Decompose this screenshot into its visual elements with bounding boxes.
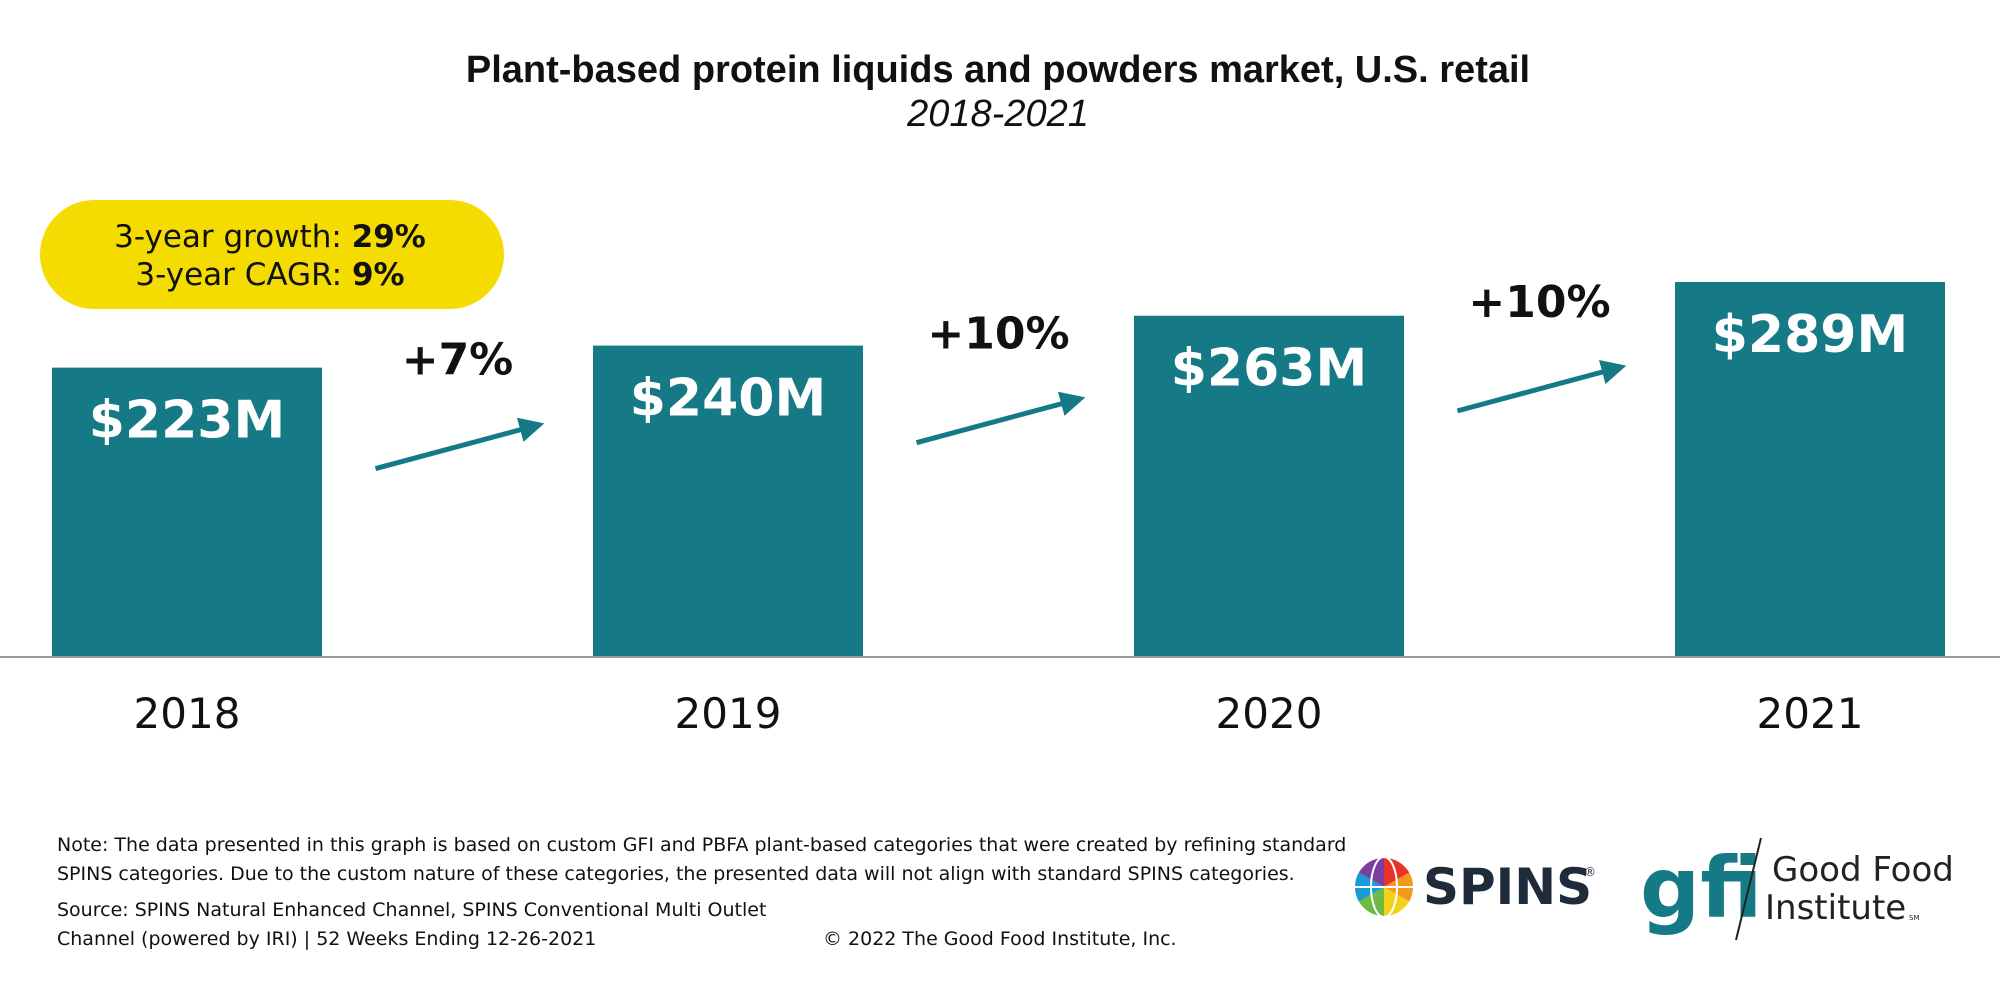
growth-label: +10% <box>1468 277 1610 328</box>
spins-logo: SPINS ® <box>1353 856 1596 918</box>
gfi-name-line1: Good Food <box>1772 850 1954 890</box>
gfi-logo: gfi Good Food Institute SM <box>1640 837 1954 941</box>
x-tick-label: 2019 <box>675 689 782 738</box>
bar-2021 <box>1675 282 1945 657</box>
bar-2020 <box>1134 315 1404 657</box>
copyright-notice: © 2022 The Good Food Institute, Inc. <box>823 928 1177 950</box>
callout-line-growth: 3-year growth: 29% <box>114 219 426 255</box>
spins-globe-icon <box>1353 856 1415 918</box>
bar-2018 <box>52 367 322 657</box>
callout-badge <box>40 200 504 309</box>
callout-cagr-label: 3-year CAGR: <box>135 257 352 293</box>
growth-arrow <box>915 391 1086 446</box>
growth-arrow <box>374 417 545 472</box>
callout-line-cagr: 3-year CAGR: 9% <box>135 257 404 293</box>
gfi-mark: gfi <box>1640 839 1762 937</box>
x-tick-label: 2018 <box>134 689 241 738</box>
gfi-service-mark: SM <box>1909 914 1919 922</box>
callout-growth-value: 29% <box>352 219 426 255</box>
gfi-name-line2: Institute <box>1765 888 1906 928</box>
growth-label: +7% <box>402 335 514 386</box>
x-tick-label: 2021 <box>1757 689 1864 738</box>
bar-value-label: $223M <box>89 391 285 451</box>
growth-label: +10% <box>927 309 1069 360</box>
bar-value-label: $240M <box>630 369 826 429</box>
growth-callout: 3-year growth: 29% 3-year CAGR: 9% <box>40 200 504 309</box>
spins-registered-mark: ® <box>1584 865 1596 879</box>
spins-wordmark: SPINS <box>1423 858 1592 916</box>
footnote-source: Source: SPINS Natural Enhanced Channel, … <box>57 899 767 950</box>
callout-growth-label: 3-year growth: <box>114 219 352 255</box>
bar-2019 <box>593 345 863 657</box>
x-tick-label: 2020 <box>1216 689 1323 738</box>
growth-arrow <box>1456 359 1627 414</box>
callout-cagr-value: 9% <box>352 257 405 293</box>
bar-value-label: $263M <box>1171 339 1367 399</box>
bar-value-label: $289M <box>1712 305 1908 365</box>
chart-subtitle: 2018-2021 <box>906 93 1089 135</box>
gfi-divider <box>1735 837 1762 941</box>
footnote-note: Note: The data presented in this graph i… <box>57 834 1347 885</box>
chart-title: Plant-based protein liquids and powders … <box>466 49 1530 91</box>
plot-area: $223M $240M $263M $289M 2018 2019 2020 2021 +7% +… <box>0 277 2000 738</box>
